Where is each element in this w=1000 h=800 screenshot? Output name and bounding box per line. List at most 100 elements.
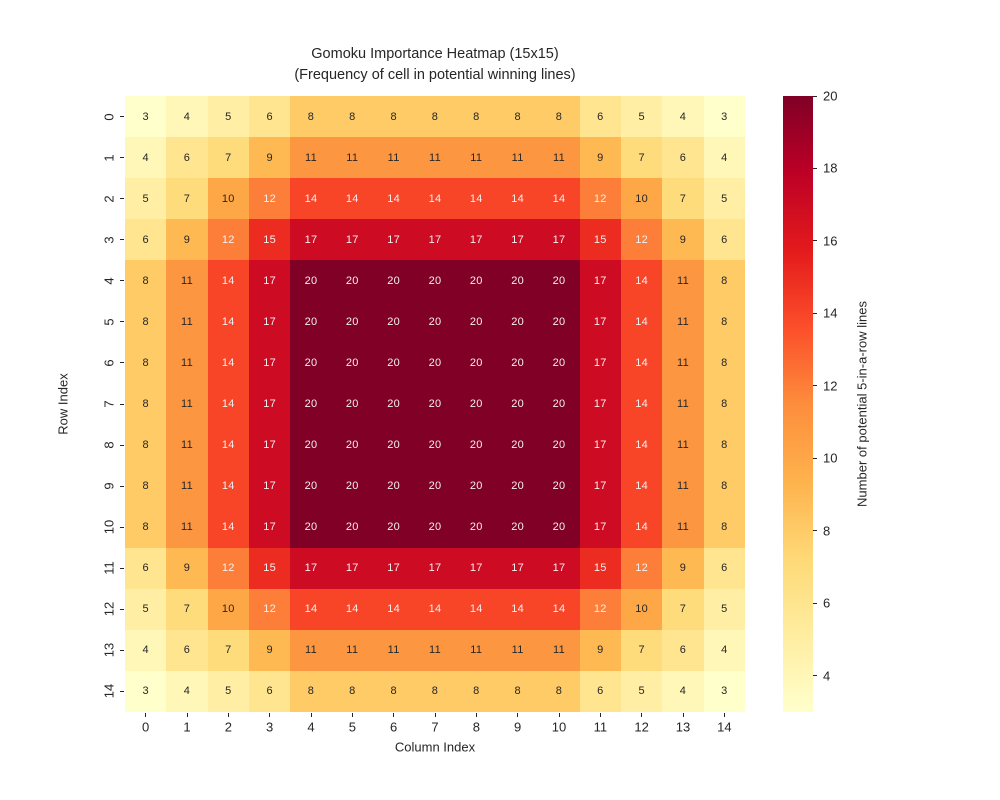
heatmap-cell-r8-c3: 17: [248, 424, 291, 466]
heatmap-cell-r10-c10: 20: [538, 506, 580, 548]
heatmap-cell-r9-c1: 11: [166, 465, 208, 507]
colorbar-tick-label-20: 20: [823, 88, 838, 104]
heatmap-cell-r6-c7: 20: [414, 342, 456, 384]
heatmap-cell-r11-c4: 17: [290, 547, 332, 589]
y-tick-label-12: 12: [101, 602, 117, 617]
heatmap-cell-r13-c4: 11: [290, 629, 332, 671]
tick-mark: [813, 675, 817, 677]
y-tick-label-2: 2: [101, 195, 117, 203]
y-tick-label-8: 8: [101, 441, 117, 449]
tick-mark: [120, 567, 124, 569]
heatmap-cell-r7-c11: 17: [579, 383, 621, 425]
heatmap-cell-r1-c6: 11: [372, 137, 415, 179]
heatmap-cell-r8-c6: 20: [372, 424, 415, 466]
tick-mark: [813, 385, 817, 387]
heatmap-cell-r11-c7: 17: [414, 547, 456, 589]
tick-mark: [813, 240, 817, 242]
heatmap-cell-r2-c12: 10: [620, 178, 663, 220]
heatmap-cell-r13-c2: 7: [207, 629, 249, 671]
heatmap-cell-r4-c11: 17: [579, 260, 621, 302]
heatmap-cell-r9-c11: 17: [579, 465, 621, 507]
heatmap-cell-r13-c10: 11: [538, 629, 580, 671]
heatmap-cell-r10-c11: 17: [579, 506, 621, 548]
heatmap-cell-r7-c10: 20: [538, 383, 580, 425]
heatmap-cell-r5-c12: 14: [620, 301, 663, 343]
heatmap-cell-r14-c13: 4: [662, 670, 704, 712]
heatmap-cell-r4-c13: 11: [662, 260, 704, 302]
tick-mark: [475, 713, 477, 717]
heatmap-cell-r0-c12: 5: [620, 96, 663, 138]
colorbar-tick-label-6: 6: [823, 595, 831, 611]
heatmap-cell-r12-c5: 14: [331, 588, 373, 630]
y-tick-label-0: 0: [101, 112, 117, 121]
heatmap-cell-r6-c6: 20: [372, 342, 415, 384]
heatmap-cell-r2-c14: 5: [703, 178, 745, 220]
tick-mark: [813, 457, 817, 459]
heatmap-cell-r0-c4: 8: [290, 96, 332, 138]
heatmap-cell-r14-c8: 8: [455, 670, 497, 712]
heatmap-cell-r13-c11: 9: [579, 629, 621, 671]
heatmap-cell-r9-c10: 20: [538, 465, 580, 507]
heatmap-cell-r13-c3: 9: [248, 629, 291, 671]
tick-mark: [120, 321, 124, 323]
heatmap-cell-r9-c5: 20: [331, 465, 373, 507]
heatmap-cell-r14-c6: 8: [372, 670, 415, 712]
heatmap-cell-r2-c11: 12: [579, 178, 621, 220]
heatmap-cell-r9-c3: 17: [248, 465, 291, 507]
heatmap-cell-r1-c4: 11: [290, 137, 332, 179]
heatmap-cell-r2-c2: 10: [207, 178, 249, 220]
heatmap-cell-r8-c10: 20: [538, 424, 580, 466]
heatmap-cell-r13-c12: 7: [620, 629, 663, 671]
heatmap-cell-r10-c3: 17: [248, 506, 291, 548]
tick-mark: [120, 198, 124, 200]
heatmap-cell-r6-c13: 11: [662, 342, 704, 384]
heatmap-cell-r14-c9: 8: [496, 670, 539, 712]
heatmap-cell-r10-c2: 14: [207, 506, 249, 548]
heatmap-cell-r14-c11: 6: [579, 670, 621, 712]
x-tick-label-13: 13: [675, 719, 691, 735]
heatmap-cell-r0-c9: 8: [496, 96, 539, 138]
heatmap-cell-r9-c6: 20: [372, 465, 415, 507]
x-tick-label-5: 5: [348, 719, 356, 735]
heatmap-cell-r14-c3: 6: [248, 670, 291, 712]
heatmap-cell-r0-c6: 8: [372, 96, 415, 138]
heatmap-cell-r9-c8: 20: [455, 465, 497, 507]
heatmap-cell-r13-c13: 6: [662, 629, 704, 671]
x-tick-label-1: 1: [183, 719, 191, 735]
y-tick-label-11: 11: [101, 561, 117, 576]
heatmap-cell-r8-c5: 20: [331, 424, 373, 466]
tick-mark: [120, 280, 124, 282]
heatmap-cell-r14-c5: 8: [331, 670, 373, 712]
heatmap-cell-r3-c12: 12: [620, 219, 663, 261]
heatmap-cell-r5-c2: 14: [207, 301, 249, 343]
heatmap-cell-r9-c7: 20: [414, 465, 456, 507]
colorbar-tick-label-14: 14: [823, 305, 838, 321]
heatmap-cell-r4-c6: 20: [372, 260, 415, 302]
heatmap-cell-r13-c14: 4: [703, 629, 745, 671]
heatmap-cell-r10-c7: 20: [414, 506, 456, 548]
heatmap-cell-r14-c12: 5: [620, 670, 663, 712]
tick-mark: [813, 95, 817, 97]
heatmap-cell-r1-c1: 6: [166, 137, 208, 179]
heatmap-cell-r10-c1: 11: [166, 506, 208, 548]
heatmap-cell-r7-c4: 20: [290, 383, 332, 425]
heatmap-cell-r11-c8: 17: [455, 547, 497, 589]
heatmap-cell-r0-c8: 8: [455, 96, 497, 138]
x-axis-label: Column Index: [394, 739, 476, 755]
heatmap-cell-r0-c11: 6: [579, 96, 621, 138]
heatmap-cell-r6-c11: 17: [579, 342, 621, 384]
heatmap-cell-r11-c14: 6: [703, 547, 745, 589]
y-tick-label-10: 10: [101, 519, 117, 535]
heatmap-cell-r3-c13: 9: [662, 219, 704, 261]
heatmap-cell-r7-c6: 20: [372, 383, 415, 425]
heatmap-cell-r10-c5: 20: [331, 506, 373, 548]
heatmap-cell-r12-c0: 5: [125, 588, 167, 630]
tick-mark: [723, 713, 725, 717]
tick-mark: [393, 713, 395, 717]
heatmap-cell-r11-c6: 17: [372, 547, 415, 589]
heatmap-cell-r13-c6: 11: [372, 629, 415, 671]
heatmap-cell-r6-c10: 20: [538, 342, 580, 384]
heatmap-cell-r13-c7: 11: [414, 629, 456, 671]
heatmap-cell-r4-c5: 20: [331, 260, 373, 302]
heatmap-cell-r13-c1: 6: [166, 629, 208, 671]
